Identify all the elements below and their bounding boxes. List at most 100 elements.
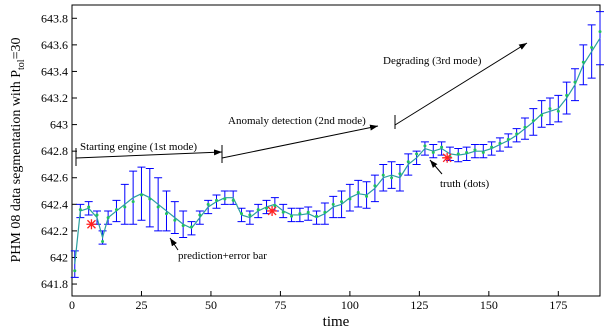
truth-dot [373, 184, 377, 188]
anomaly-marker [267, 205, 278, 216]
truth-dot [598, 30, 602, 34]
truth-dot [548, 107, 552, 111]
y-label-sub: tol [16, 59, 27, 70]
truth-dot [215, 198, 219, 202]
truth-dot [473, 148, 477, 152]
truth-dot [164, 212, 168, 216]
truth-dot [123, 205, 127, 209]
truth-dot [590, 46, 594, 50]
truth-dot [356, 190, 360, 194]
x-axis-label: time [323, 314, 350, 330]
y-tick-label: 643.8 [41, 11, 68, 25]
truth-dot [223, 197, 227, 201]
truth-dot [173, 218, 177, 222]
truth-dot [515, 132, 519, 136]
truth-dot [465, 150, 469, 154]
y-tick-label: 643 [50, 118, 68, 132]
truth-dot [231, 198, 235, 202]
truth-dot [131, 200, 135, 204]
truth-dot [181, 224, 185, 228]
y-tick-label: 642.6 [41, 171, 68, 185]
x-tick-label: 150 [480, 298, 498, 312]
truth-dot [556, 109, 560, 113]
annotation: Degrading (3rd mode) [383, 55, 482, 67]
truth-dot [265, 206, 269, 210]
truth-dot [423, 144, 427, 148]
anomaly-marker [86, 219, 97, 230]
truth-dot [506, 137, 510, 141]
truth-dot [406, 160, 410, 164]
truth-dot [415, 152, 419, 156]
truth-dot [365, 194, 369, 198]
truth-dot [273, 204, 277, 208]
x-tick-label: 100 [341, 298, 359, 312]
y-tick-label: 643.6 [41, 38, 68, 52]
y-tick-label: 641.8 [41, 277, 68, 291]
y-label-part: PHM 08 data segmentation with P [9, 70, 24, 263]
truth-dot [256, 208, 260, 212]
annotation-arrows [75, 42, 528, 251]
truth-dot [95, 213, 99, 217]
truth-dot [240, 212, 244, 216]
truth-dot [440, 145, 444, 149]
plot-area [71, 4, 601, 297]
annotation: truth (dots) [440, 178, 490, 190]
truth-dot [498, 141, 502, 145]
truth-dot [139, 193, 143, 197]
x-tick-label: 50 [205, 298, 217, 312]
truth-dot [87, 205, 91, 209]
truth-dot [298, 212, 302, 216]
truth-dot [290, 214, 294, 218]
truth-dot [581, 60, 585, 64]
truth-dot [198, 213, 202, 217]
prediction-line [74, 37, 601, 265]
truth-dot [490, 145, 494, 149]
annotation: prediction+error bar [178, 250, 267, 262]
truth-dot [189, 225, 193, 229]
annotation: Starting engine (1st mode) [80, 141, 197, 153]
truth-dot [390, 176, 394, 180]
y-tick-label: 642.8 [41, 144, 68, 158]
truth-dot [331, 202, 335, 206]
truth-dot [73, 269, 77, 273]
x-tick-label: 75 [274, 298, 286, 312]
x-tick-label: 0 [69, 298, 75, 312]
truth-dot [323, 210, 327, 214]
truth-dot [481, 150, 485, 154]
truth-dot [106, 216, 110, 220]
y-tick-label: 642.2 [41, 224, 68, 238]
truth-dot [565, 93, 569, 97]
truth-dot [101, 240, 105, 244]
truth-dot [381, 173, 385, 177]
y-tick-label: 642 [50, 250, 68, 264]
y-axis-label: PHM 08 data segmentation with Ptol=30 [9, 38, 27, 263]
anomaly-marker [442, 152, 453, 163]
x-tick-label: 125 [410, 298, 428, 312]
truth-dot [78, 208, 82, 212]
truth-dot [456, 152, 460, 156]
truth-dot [306, 210, 310, 214]
y-tick-label: 643.2 [41, 91, 68, 105]
error-bar [596, 11, 604, 66]
truth-dot [573, 80, 577, 84]
annotation: Anomaly detection (2nd mode) [228, 115, 366, 127]
truth-dot [206, 202, 210, 206]
x-tick-label: 25 [135, 298, 147, 312]
truth-dot [540, 113, 544, 117]
truth-dot [248, 213, 252, 217]
truth-dot [281, 210, 285, 214]
truth-dot [148, 197, 152, 201]
truth-dot [156, 205, 160, 209]
truth-dot [340, 200, 344, 204]
y-tick-label: 643.4 [41, 64, 68, 78]
truth-dot [431, 150, 435, 154]
truth-dot [114, 208, 118, 212]
truth-dot [398, 172, 402, 176]
x-tick-label: 175 [549, 298, 567, 312]
y-label-part: =30 [9, 38, 24, 60]
truth-dot [348, 197, 352, 201]
y-tick-label: 642.4 [41, 197, 68, 211]
truth-dot [523, 125, 527, 129]
truth-dot [531, 119, 535, 123]
